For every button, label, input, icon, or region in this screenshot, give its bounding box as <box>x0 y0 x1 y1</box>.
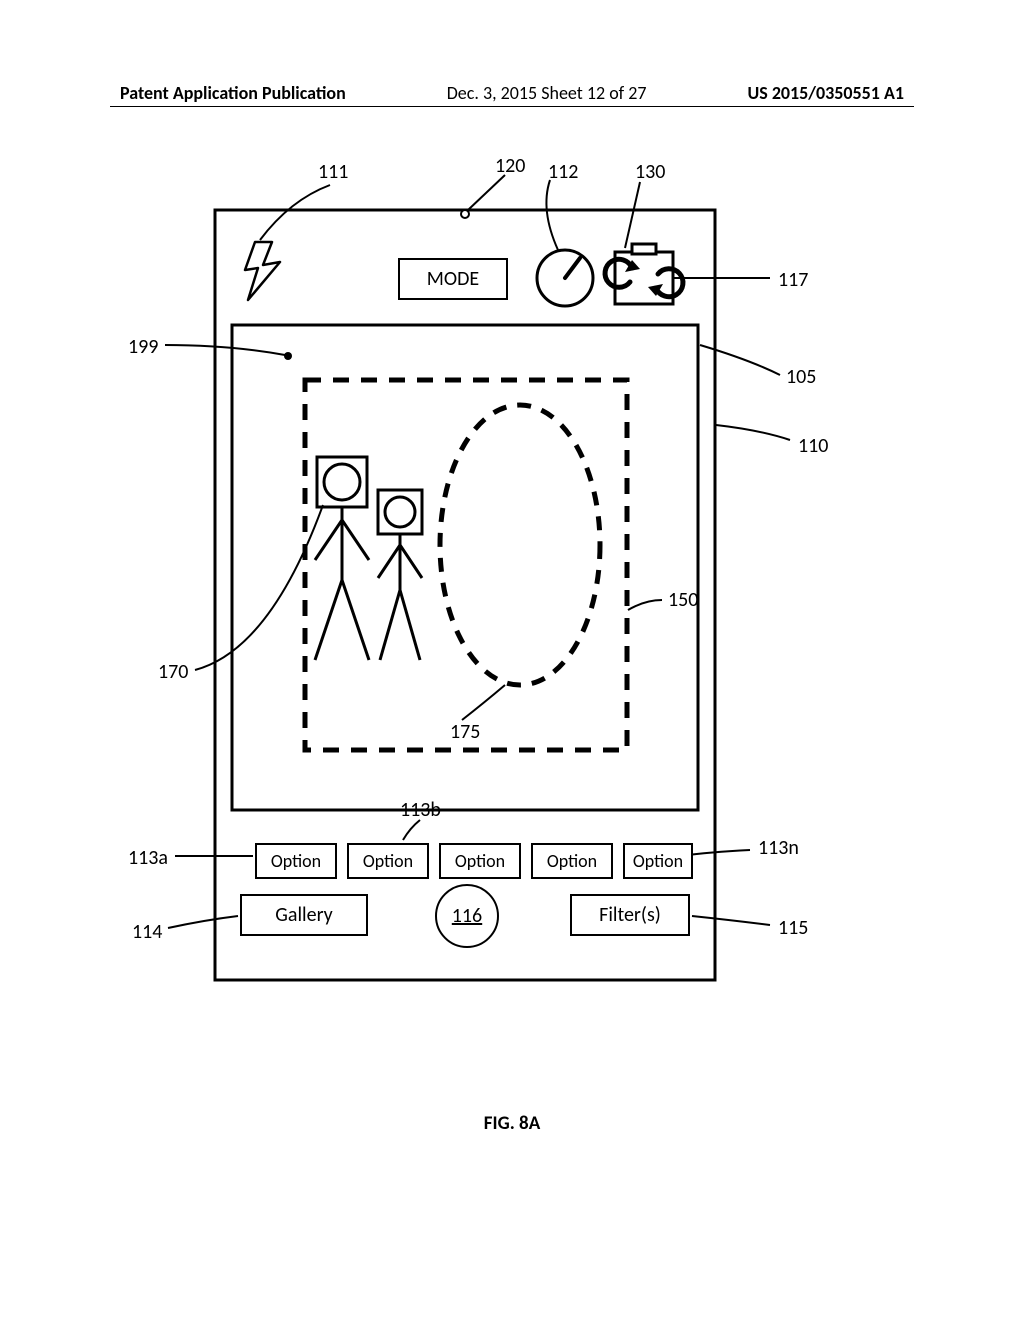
ref-175: 175 <box>450 720 480 744</box>
mode-button[interactable]: MODE <box>398 258 508 300</box>
ref-113n: 113n <box>758 836 799 860</box>
figure: MODE Option Option Option Option Option … <box>110 150 910 1030</box>
ref-199: 199 <box>128 335 158 359</box>
ref-115: 115 <box>778 916 808 940</box>
ref-111: 111 <box>318 160 348 184</box>
timer-icon[interactable] <box>537 250 593 306</box>
header-publication: Patent Application Publication <box>120 82 346 104</box>
ref-117: 117 <box>778 268 808 292</box>
option-button-5[interactable]: Option <box>623 843 693 879</box>
ref-150: 150 <box>668 588 698 612</box>
header-pub-number: US 2015/0350551 A1 <box>747 82 904 104</box>
header-sheet-info: Dec. 3, 2015 Sheet 12 of 27 <box>447 82 647 104</box>
option-button-4[interactable]: Option <box>531 843 613 879</box>
option-button-2[interactable]: Option <box>347 843 429 879</box>
shutter-button[interactable]: 116 <box>435 884 499 948</box>
header-rule <box>110 106 914 107</box>
leader-120 <box>468 175 505 210</box>
ref-112: 112 <box>548 160 578 184</box>
figure-caption: FIG. 8A <box>0 1112 1024 1135</box>
switch-camera-icon[interactable] <box>605 244 683 304</box>
ref-114: 114 <box>132 920 162 944</box>
ref-105: 105 <box>786 365 816 389</box>
ref-110: 110 <box>798 434 828 458</box>
front-camera-dot <box>461 210 469 218</box>
page: Patent Application Publication Dec. 3, 2… <box>0 0 1024 1320</box>
option-button-1[interactable]: Option <box>255 843 337 879</box>
ref-170: 170 <box>158 660 188 684</box>
focus-point <box>284 352 292 360</box>
ref-130: 130 <box>635 160 665 184</box>
leader-110 <box>716 425 790 440</box>
ref-113a: 113a <box>128 846 168 870</box>
gallery-button[interactable]: Gallery <box>240 894 368 936</box>
filters-button[interactable]: Filter(s) <box>570 894 690 936</box>
option-button-3[interactable]: Option <box>439 843 521 879</box>
page-header: Patent Application Publication Dec. 3, 2… <box>0 82 1024 104</box>
ref-120: 120 <box>495 154 525 178</box>
ref-113b: 113b <box>400 798 441 822</box>
